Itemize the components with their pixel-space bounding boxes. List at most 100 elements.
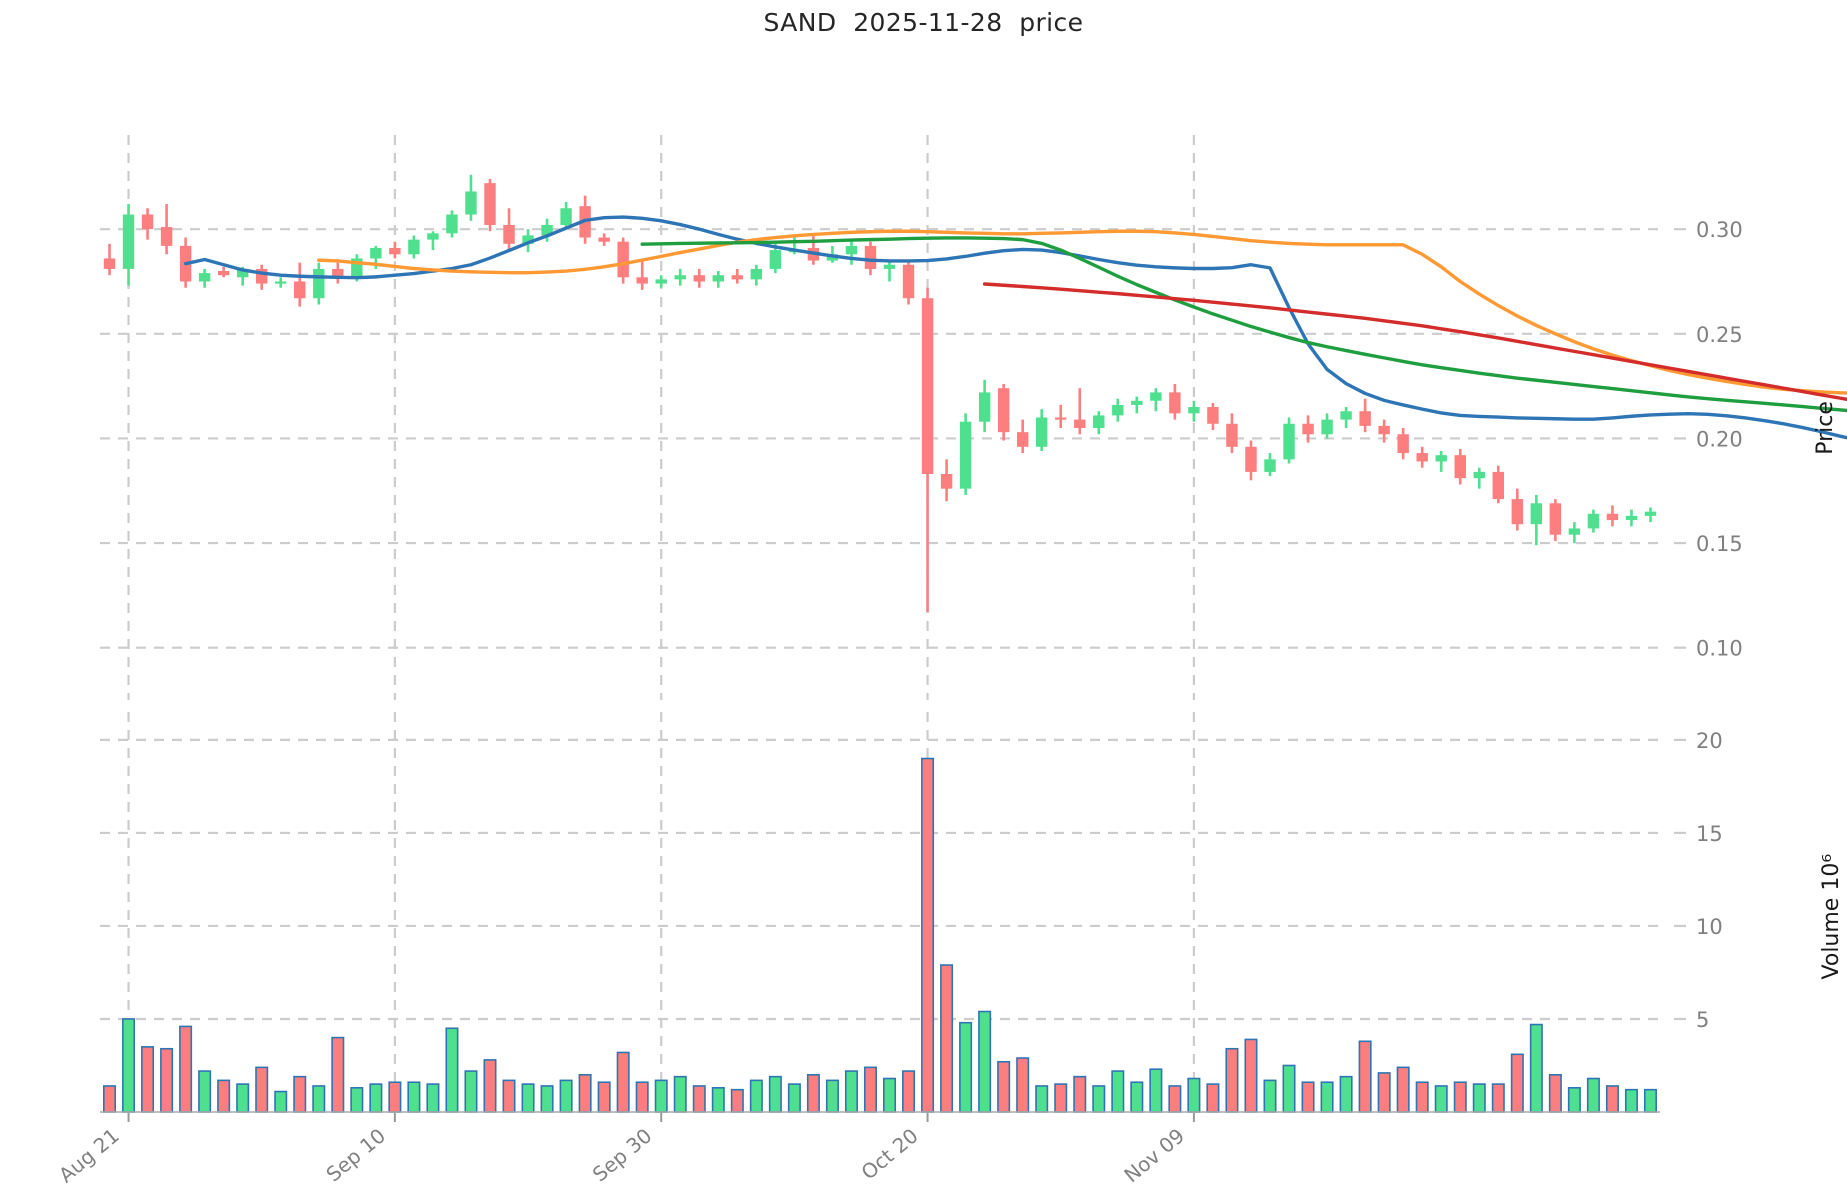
volume-bar: [654, 1079, 668, 1113]
volume-bar: [1586, 1077, 1600, 1113]
volume-bar: [1358, 1040, 1372, 1113]
candle-body: [1340, 411, 1352, 420]
volume-bar: [635, 1081, 649, 1113]
chart-title: SAND 2025-11-28 price: [763, 8, 1084, 37]
gridlines: [100, 135, 1660, 700]
volume-bar: [331, 1036, 345, 1113]
candle-body: [503, 224, 515, 244]
volume-bar: [1643, 1088, 1657, 1113]
candle-body: [978, 392, 991, 422]
candle-body: [522, 235, 534, 244]
volume-series: [103, 757, 1657, 1113]
volume-bar: [103, 1085, 117, 1113]
candle-body: [294, 281, 306, 299]
candle-body: [1016, 432, 1029, 447]
volume-bar: [673, 1075, 687, 1113]
candle-body: [940, 474, 953, 489]
candle-body: [1549, 503, 1562, 535]
candle-body: [1169, 392, 1181, 414]
candle-body: [1226, 423, 1238, 447]
volume-bar: [1396, 1066, 1410, 1113]
candle-body: [845, 245, 858, 255]
candle-body: [864, 245, 877, 269]
candle-body: [1036, 417, 1048, 447]
volume-bar: [1472, 1083, 1486, 1113]
volume-bar: [540, 1085, 554, 1113]
volume-bar: [1263, 1079, 1277, 1113]
volume-bar: [236, 1083, 250, 1113]
volume-bar: [1548, 1073, 1562, 1113]
candle-body: [1454, 455, 1466, 479]
volume-bar: [1434, 1085, 1448, 1113]
candle-body: [1302, 423, 1314, 435]
volume-bar: [1529, 1023, 1543, 1113]
volume-bar: [1624, 1088, 1638, 1113]
candle-body: [1568, 528, 1581, 535]
overlay-line-ma-green: [640, 236, 1847, 413]
candle-body: [484, 183, 496, 225]
candle-body: [921, 298, 934, 474]
price-tick-label: 0.25: [1696, 323, 1743, 347]
candle-body: [1416, 453, 1428, 462]
candle-body: [160, 227, 173, 246]
volume-bar: [1453, 1081, 1467, 1113]
volume-bar: [597, 1081, 611, 1113]
volume-bar: [1491, 1083, 1505, 1113]
volume-bar: [426, 1083, 440, 1113]
volume-bar: [1244, 1038, 1258, 1113]
candle-body: [1378, 425, 1390, 435]
volume-bar: [1092, 1085, 1106, 1113]
candle-body: [731, 275, 744, 280]
candlestick-series: [103, 174, 1657, 613]
volume-bar: [521, 1083, 535, 1113]
volume-bar: [217, 1079, 231, 1113]
date-tick-label: Nov 09: [1119, 1123, 1189, 1187]
volume-bar: [1225, 1047, 1239, 1113]
volume-bar: [1206, 1083, 1220, 1113]
volume-bar: [997, 1060, 1011, 1113]
volume-bar: [863, 1066, 877, 1113]
price-tick-label: 0.15: [1696, 532, 1743, 556]
candle-body: [617, 241, 629, 278]
overlay-line-ma-blue: [183, 215, 1847, 440]
candle-body: [1492, 471, 1504, 500]
volume-bar: [1187, 1077, 1201, 1113]
volume-bar: [502, 1079, 516, 1113]
candle-body: [560, 208, 572, 225]
candle-body: [332, 268, 344, 278]
price-axis-label: Price: [1813, 401, 1838, 455]
candle-body: [141, 214, 154, 230]
volume-bar: [883, 1077, 897, 1113]
candle-body: [1283, 423, 1295, 460]
volume-bar: [825, 1079, 839, 1113]
candle-body: [1644, 511, 1657, 516]
volume-bar: [959, 1021, 973, 1113]
volume-bar: [940, 964, 954, 1113]
candle-body: [408, 239, 420, 255]
date-tick-label: Aug 21: [54, 1123, 124, 1187]
candle-body: [1625, 515, 1638, 521]
date-tick-label: Sep 10: [321, 1123, 390, 1186]
volume-bar: [559, 1079, 573, 1113]
volume-bar: [787, 1083, 801, 1113]
candle-body: [1359, 411, 1371, 426]
volume-bar: [902, 1070, 916, 1113]
volume-tick-label: 20: [1696, 729, 1723, 753]
volume-bar: [1168, 1085, 1182, 1113]
volume-bar: [978, 1010, 992, 1113]
candle-body: [1150, 392, 1162, 401]
candle-body: [122, 214, 135, 269]
volume-tick-label: 15: [1696, 822, 1723, 846]
volume-bar: [749, 1079, 763, 1113]
candle-body: [1055, 417, 1067, 420]
volume-bar: [483, 1059, 497, 1113]
volume-bar: [1605, 1085, 1619, 1113]
candle-body: [712, 275, 724, 282]
volume-bar: [1054, 1083, 1068, 1113]
candle-body: [198, 273, 211, 282]
candle-body: [674, 275, 686, 280]
volume-bar: [1567, 1087, 1581, 1113]
candle-body: [902, 264, 915, 299]
